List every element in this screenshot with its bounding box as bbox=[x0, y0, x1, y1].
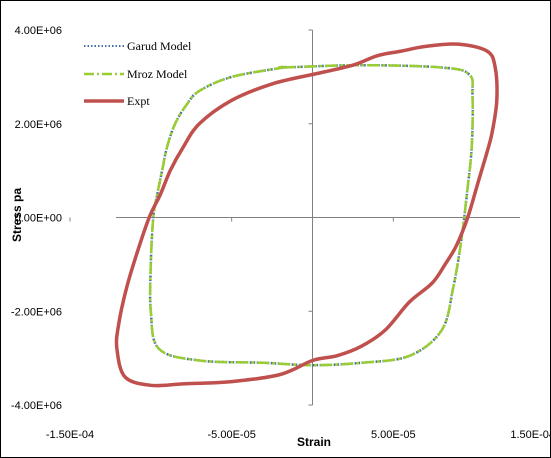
series-line-expt bbox=[114, 42, 499, 388]
plot-area bbox=[114, 42, 499, 388]
legend-label-expt: Expt bbox=[127, 94, 150, 108]
series-line-garud-model bbox=[148, 63, 474, 367]
x-tick-label: 5.00E-05 bbox=[371, 429, 416, 441]
legend: Garud Model Mroz Model Expt bbox=[84, 39, 192, 108]
x-tick-label: 1.50E-04 bbox=[510, 429, 551, 441]
tick-labels: 4.00E+06 2.00E+06 0.00E+00 -2.00E+06 -4.00E+… bbox=[11, 25, 551, 441]
series-line-mroz-model bbox=[148, 63, 474, 367]
y-tick-label: -2.00E+06 bbox=[11, 306, 62, 318]
axes bbox=[69, 29, 520, 406]
y-tick-label: 0.00E+00 bbox=[15, 213, 62, 225]
y-axis-title: Stress pa bbox=[10, 188, 24, 242]
x-tick-label: -1.50E-04 bbox=[46, 429, 94, 441]
legend-label-garud: Garud Model bbox=[127, 39, 192, 53]
x-tick-label: -5.00E-05 bbox=[208, 429, 256, 441]
y-tick-label: 4.00E+06 bbox=[15, 25, 62, 37]
legend-label-mroz: Mroz Model bbox=[127, 67, 188, 81]
x-axis-title: Strain bbox=[297, 435, 331, 449]
y-tick-label: 2.00E+06 bbox=[15, 119, 62, 131]
y-tick-label: -4.00E+06 bbox=[11, 400, 62, 412]
